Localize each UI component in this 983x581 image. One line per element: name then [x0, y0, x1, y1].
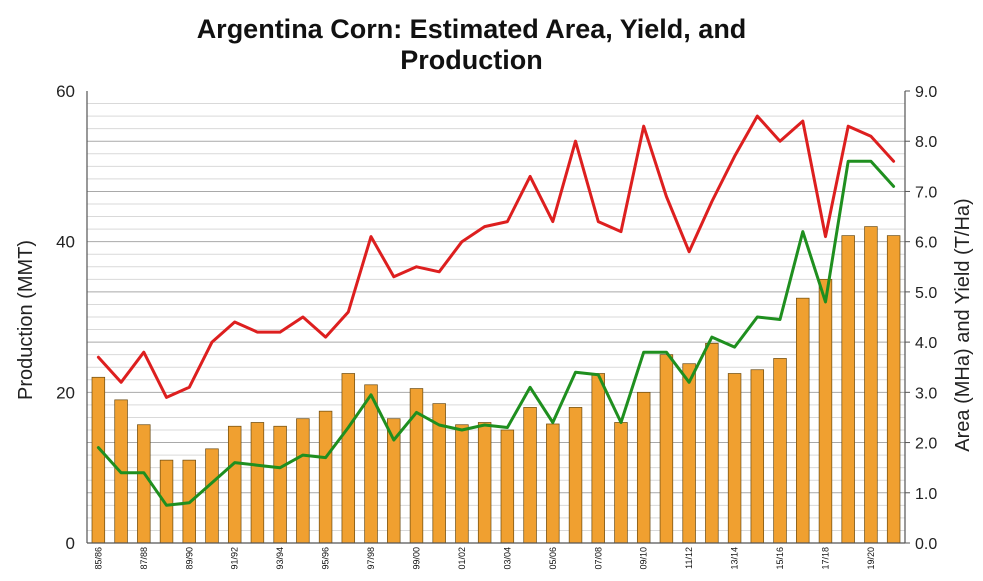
- bar-09/10: [636, 391, 651, 544]
- bar-13/14: [727, 373, 742, 544]
- right-tick-label: 1.0: [915, 486, 937, 503]
- bar-90/91: [205, 448, 219, 544]
- bar-17/18: [818, 278, 833, 544]
- x-tick-label: 05/06: [548, 547, 558, 570]
- bar-93/94: [273, 425, 287, 544]
- bar-92/93: [250, 422, 265, 544]
- right-tick-label: 4.0: [915, 335, 937, 352]
- bar-04/05: [523, 407, 537, 544]
- area-yield-line-red: [96, 114, 896, 399]
- right-tick-label: 3.0: [915, 385, 937, 402]
- y-axis-label-left: Production (MMT): [15, 240, 37, 400]
- x-tick-label: 11/12: [684, 547, 694, 569]
- right-tick-label: 5.0: [915, 285, 937, 302]
- right-axis-ticks: 0.0 1.0 2.0 3.0 4.0 5.0 6.0 7.0 8.0 9.0: [905, 84, 937, 553]
- y-axis-label-right: Area (MHa) and Yield (T/Ha): [952, 198, 974, 451]
- bar-03/04: [500, 429, 515, 544]
- production-bars: [91, 226, 901, 544]
- left-axis-ticks: 0 20 40 60: [56, 82, 75, 553]
- bar-11/12: [682, 363, 696, 544]
- x-tick-label: 07/08: [593, 547, 603, 570]
- x-tick-label: 91/92: [230, 547, 240, 570]
- bar-06/07: [568, 407, 583, 544]
- right-tick-label: 2.0: [915, 436, 937, 453]
- left-tick-label: 0: [66, 534, 75, 553]
- left-tick-label: 60: [56, 82, 75, 101]
- x-tick-label: 85/86: [93, 547, 103, 570]
- bar-94/95: [296, 418, 310, 544]
- right-tick-label: 0.0: [915, 536, 937, 553]
- bar-95/96: [318, 410, 333, 544]
- x-tick-label: 13/14: [730, 547, 740, 570]
- bar-02/03: [477, 422, 492, 544]
- bar-05/06: [546, 423, 560, 544]
- left-tick-label: 40: [56, 233, 75, 252]
- x-tick-label: 87/88: [139, 547, 149, 570]
- left-tick-label: 20: [56, 383, 75, 402]
- bar-19/20: [864, 226, 878, 544]
- chart-title-line2: Production: [400, 45, 543, 75]
- x-tick-label: 09/10: [639, 547, 649, 570]
- x-tick-label: 19/20: [866, 547, 876, 570]
- x-tick-label: 99/00: [412, 547, 422, 570]
- right-tick-label: 6.0: [915, 235, 937, 252]
- x-tick-label: 95/96: [321, 547, 331, 570]
- series-lines: [96, 114, 896, 507]
- plot-frame: [86, 91, 906, 544]
- bar-08/09: [614, 422, 628, 544]
- right-tick-label: 7.0: [915, 184, 937, 201]
- area-yield-line-green: [96, 159, 896, 507]
- x-tick-label: 17/18: [821, 547, 831, 570]
- right-tick-label: 8.0: [915, 134, 937, 151]
- bar-91/92: [227, 425, 242, 544]
- x-tick-label: 01/02: [457, 547, 467, 570]
- bar-96/97: [341, 373, 356, 544]
- bar-01/02: [455, 424, 469, 544]
- bar-12/13: [705, 343, 719, 544]
- x-tick-label: 97/98: [366, 547, 376, 570]
- bar-20/21: [886, 235, 901, 544]
- x-tick-label: 89/90: [184, 547, 194, 570]
- chart-title: Argentina Corn: Estimated Area, Yield, a…: [0, 14, 983, 76]
- bar-15/16: [773, 358, 787, 544]
- x-tick-label: 15/16: [775, 547, 785, 570]
- bar-18/19: [841, 235, 855, 544]
- bar-07/08: [591, 373, 605, 544]
- right-tick-label: 9.0: [915, 84, 937, 101]
- x-axis-ticks: 85/86 87/88 89/90 91/92 93/94 95/96 97/98 99/00…: [93, 547, 876, 570]
- bar-16/17: [796, 297, 810, 544]
- chart-title-line1: Argentina Corn: Estimated Area, Yield, a…: [196, 14, 747, 44]
- x-tick-label: 03/04: [502, 547, 512, 570]
- bar-10/11: [659, 354, 674, 544]
- bar-85/86: [91, 376, 106, 544]
- bar-87/88: [137, 424, 151, 544]
- bar-97/98: [364, 384, 378, 544]
- bar-14/15: [750, 369, 765, 544]
- x-tick-label: 93/94: [275, 547, 285, 570]
